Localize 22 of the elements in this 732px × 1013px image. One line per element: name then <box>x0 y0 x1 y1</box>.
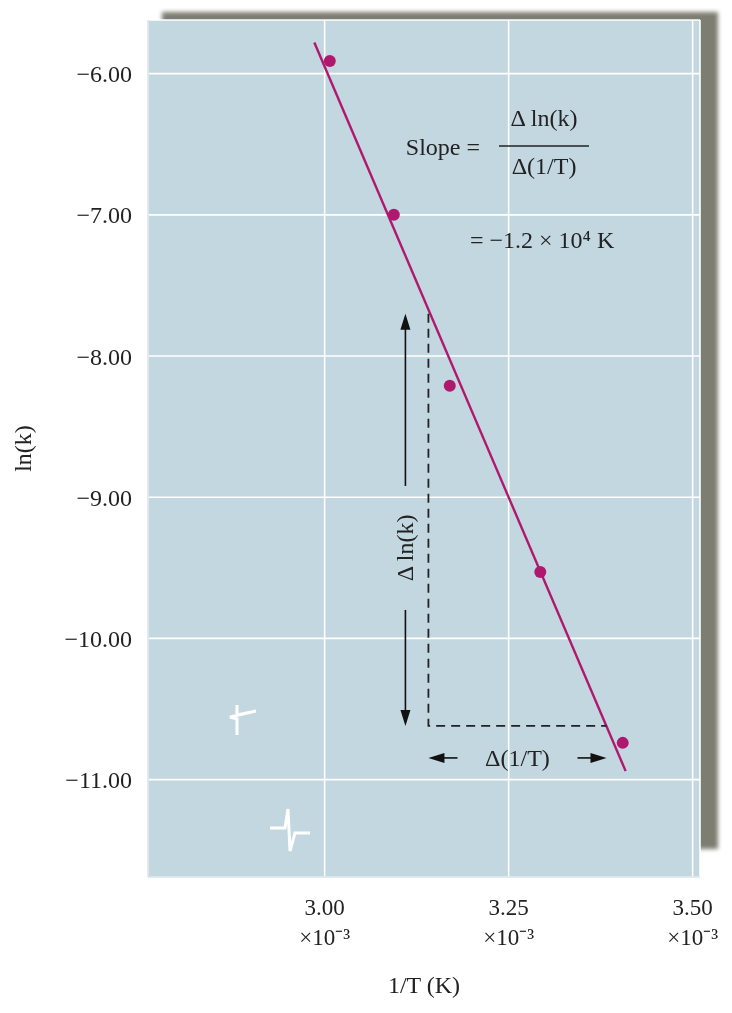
point <box>443 379 456 392</box>
y-tick-label: −10.00 <box>64 625 132 652</box>
x-axis-title: 1/T (K) <box>387 972 461 998</box>
y-tick-label: −7.00 <box>76 202 132 229</box>
annotation: Δ(1/T) <box>511 153 577 179</box>
point <box>534 566 547 579</box>
y-axis-title: ln(k) <box>9 425 36 472</box>
y-tick-label: −9.00 <box>76 484 132 511</box>
annotation: Slope = <box>405 134 480 160</box>
y-tick-label: −8.00 <box>76 343 132 370</box>
x-tick-label: 3.25 ×10⁻³ <box>483 895 535 950</box>
point <box>323 54 336 67</box>
annotation: = −1.2 × 10⁴ K <box>470 227 615 253</box>
point <box>616 736 629 749</box>
annotation: Δ(1/T) <box>485 744 550 771</box>
annotation: Δ ln(k) <box>510 105 578 131</box>
y-tick-label: −6.00 <box>76 61 132 88</box>
point <box>387 208 400 221</box>
x-tick-label: 3.50 ×10⁻³ <box>667 895 719 950</box>
y-tick-label: −11.00 <box>65 767 132 794</box>
x-tick-label: 3.00 ×10⁻³ <box>299 895 351 950</box>
annotation: Δ ln(k) <box>392 514 419 582</box>
